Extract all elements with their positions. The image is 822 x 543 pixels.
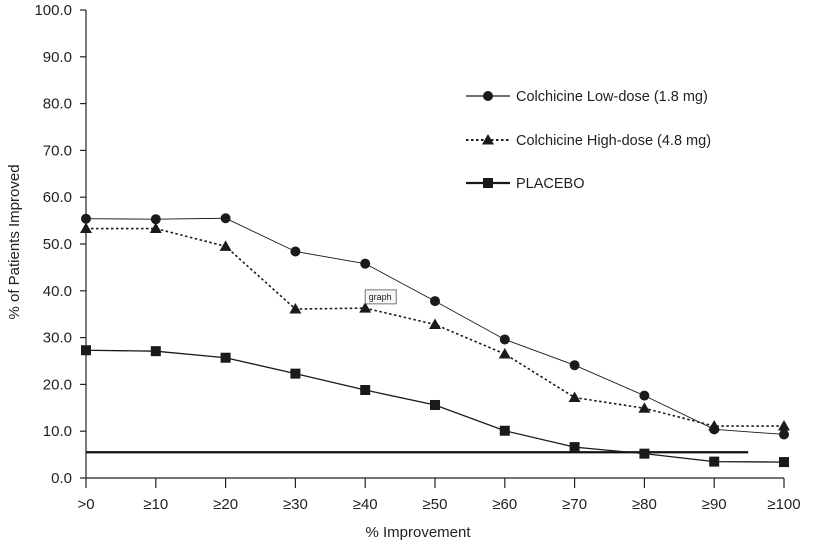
data-point	[708, 420, 721, 431]
data-point	[81, 345, 91, 356]
data-point	[499, 425, 510, 436]
x-tick-label: ≥20	[213, 496, 238, 513]
x-axis-title: % Improvement	[365, 524, 471, 541]
y-tick-label: 60.0	[43, 189, 72, 206]
data-point	[81, 213, 91, 224]
data-point	[569, 442, 580, 453]
data-point	[569, 360, 580, 371]
legend-marker	[483, 178, 493, 188]
legend: Colchicine Low-dose (1.8 mg) Colchicine H…	[466, 89, 711, 192]
x-tick-label: ≥80	[632, 496, 657, 513]
x-tick-label: ≥30	[283, 496, 308, 513]
data-point	[150, 214, 161, 225]
annotation-text: graph	[369, 292, 392, 302]
data-point	[360, 258, 371, 269]
data-point	[430, 399, 440, 410]
data-point	[220, 213, 231, 224]
legend-item-placebo: PLACEBO	[466, 176, 585, 192]
y-tick-label: 100.0	[34, 2, 72, 19]
x-tick-label: ≥60	[492, 496, 517, 513]
data-point	[219, 240, 232, 251]
series-placebo	[81, 345, 789, 468]
annotation-box	[364, 289, 397, 305]
y-tick-label: 10.0	[43, 423, 72, 440]
legend-marker	[482, 134, 494, 145]
data-point	[779, 457, 789, 468]
y-tick-label: 50.0	[43, 236, 72, 253]
data-point	[359, 302, 372, 313]
x-tick-label: ≥100	[767, 496, 800, 513]
y-tick-label: 20.0	[43, 376, 72, 393]
data-point	[499, 334, 510, 345]
data-point	[150, 346, 161, 357]
data-point	[779, 429, 789, 440]
data-point	[290, 246, 301, 257]
legend-label: Colchicine Low-dose (1.8 mg)	[516, 89, 708, 105]
legend-label: Colchicine High-dose (4.8 mg)	[516, 133, 711, 149]
data-point	[639, 448, 650, 459]
data-point	[360, 385, 371, 396]
legend-item-colchicine-high-dose-4-8-mg: Colchicine High-dose (4.8 mg)	[466, 133, 711, 149]
data-point	[639, 390, 650, 401]
data-point	[220, 352, 231, 363]
data-point	[709, 456, 720, 467]
legend-marker	[483, 91, 493, 101]
y-tick-label: 40.0	[43, 283, 72, 300]
x-tick-label: ≥90	[702, 496, 727, 513]
y-tick-label: 30.0	[43, 330, 72, 347]
x-tick-label: ≥50	[423, 496, 448, 513]
y-tick-label: 90.0	[43, 49, 72, 66]
legend-label: PLACEBO	[516, 176, 585, 192]
series-layer	[80, 213, 790, 468]
data-point	[430, 296, 440, 307]
data-point	[80, 222, 92, 234]
data-point	[149, 222, 162, 234]
x-tick-label: ≥10	[143, 496, 168, 513]
y-axis-title: % of Patients Improved	[6, 164, 23, 319]
x-axis: >0 ≥10 ≥20 ≥30 ≥40 ≥50 ≥60 ≥70 ≥80 ≥90 ≥100	[77, 477, 801, 513]
y-axis: 0.0 10.0 20.0 30.0 40.0 50.0 60.0 70.0 80.0 90.0 1…	[34, 2, 87, 487]
data-point	[778, 420, 790, 431]
data-point	[429, 318, 441, 329]
series-colchicine-low-dose-1-8-mg	[81, 213, 789, 440]
y-tick-label: 80.0	[43, 96, 72, 113]
data-point	[290, 368, 301, 379]
legend-item-colchicine-low-dose-1-8-mg: Colchicine Low-dose (1.8 mg)	[466, 89, 708, 105]
x-tick-label: ≥40	[353, 496, 378, 513]
data-point	[289, 303, 302, 314]
x-tick-label: ≥70	[562, 496, 587, 513]
y-tick-label: 70.0	[43, 142, 72, 159]
annotation: graph	[364, 289, 397, 305]
series-colchicine-high-dose-4-8-mg	[80, 222, 790, 431]
annotation-layer: graph	[364, 289, 397, 305]
data-point	[568, 391, 581, 403]
data-point	[638, 402, 651, 413]
y-tick-label: 0.0	[51, 470, 72, 487]
data-point	[498, 347, 511, 359]
x-tick-label: >0	[77, 496, 94, 513]
